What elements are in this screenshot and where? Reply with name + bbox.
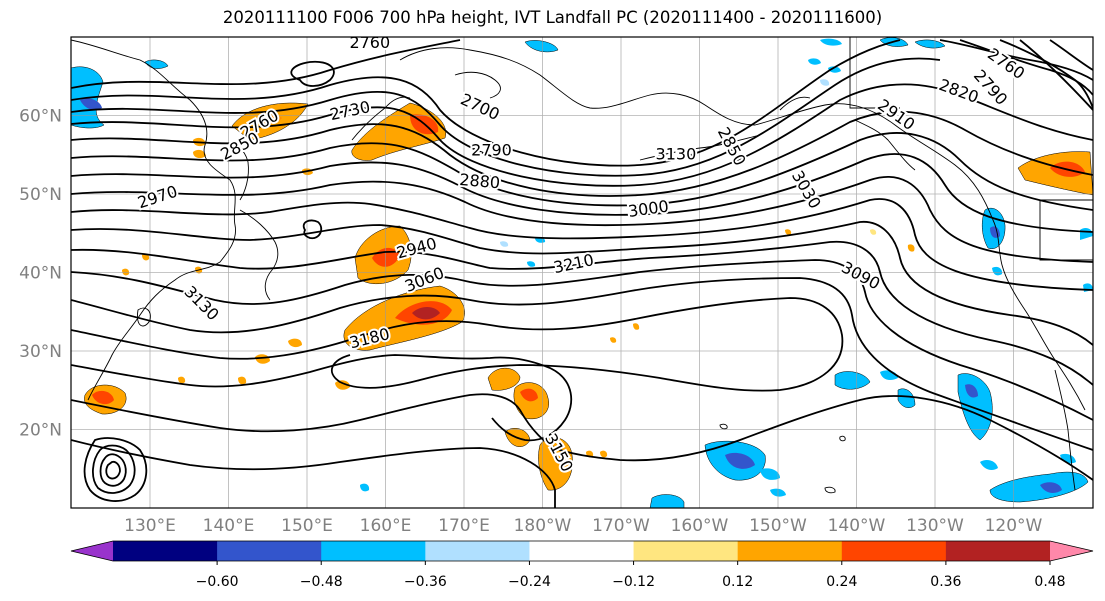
contour-label: 2790 (471, 140, 512, 159)
lon-label: 170°W (592, 516, 650, 536)
colorbar-swatch (217, 541, 322, 561)
lon-label: 140°W (828, 516, 886, 536)
colorbar-swatch (425, 541, 530, 561)
longitude-labels: 130°E 140°E 150°E 160°E 170°E 180°W 170°… (124, 516, 1042, 536)
contour-label: 3130 (656, 144, 697, 163)
contour-label: 2880 (459, 170, 501, 192)
colorbar-tick-label: −0.48 (300, 574, 343, 590)
colorbar-tick-label: −0.36 (404, 574, 447, 590)
lon-label: 160°E (360, 516, 412, 536)
lat-label: 50°N (19, 185, 62, 205)
colorbar-outline (70, 540, 1094, 562)
colorbar: −0.60 −0.48 −0.36 −0.24 −0.12 0.12 0.24 0.36 0.4… (70, 540, 1094, 590)
colorbar-extend-low (71, 541, 113, 561)
colorbar-swatch (841, 541, 947, 561)
lon-label: 170°E (438, 516, 490, 536)
colorbar-tick-label: −0.12 (612, 574, 655, 590)
colorbar-tick-label: −0.60 (196, 574, 239, 590)
colorbar-swatch (633, 541, 739, 561)
colorbar-swatch (529, 541, 635, 561)
colorbar-swatch (737, 541, 843, 561)
colorbar-tick-label: 0.12 (722, 574, 753, 590)
lat-label: 20°N (19, 421, 62, 441)
contour-label: 2760 (349, 33, 390, 52)
map-frame (70, 36, 1094, 509)
colorbar-swatch (113, 541, 218, 561)
lon-label: 130°W (906, 516, 964, 536)
gridlines (71, 37, 1093, 508)
latitude-labels: 60°N 50°N 40°N 30°N 20°N (19, 107, 62, 441)
lon-label: 150°W (749, 516, 807, 536)
colorbar-swatch (945, 541, 1051, 561)
lon-label: 130°E (124, 516, 176, 536)
height-contours (71, 39, 1093, 508)
map-title: 2020111100 F006 700 hPa height, IVT Land… (222, 8, 883, 27)
colorbar-tick-label: 0.24 (826, 574, 857, 590)
colorbar-tick-label: 0.48 (1034, 574, 1065, 590)
colorbar-extend-high (1050, 541, 1093, 561)
coastlines (71, 37, 1093, 494)
colorbar-tick-label: −0.24 (508, 574, 551, 590)
colorbar-tick-label: 0.36 (930, 574, 961, 590)
colorbar-swatch (321, 541, 426, 561)
lon-label: 150°E (281, 516, 333, 536)
lat-label: 40°N (19, 264, 62, 284)
lon-label: 120°W (985, 516, 1043, 536)
lon-label: 180°W (514, 516, 572, 536)
lat-label: 60°N (19, 107, 62, 127)
lon-label: 160°W (671, 516, 729, 536)
lat-label: 30°N (19, 342, 62, 362)
lon-label: 140°E (203, 516, 255, 536)
